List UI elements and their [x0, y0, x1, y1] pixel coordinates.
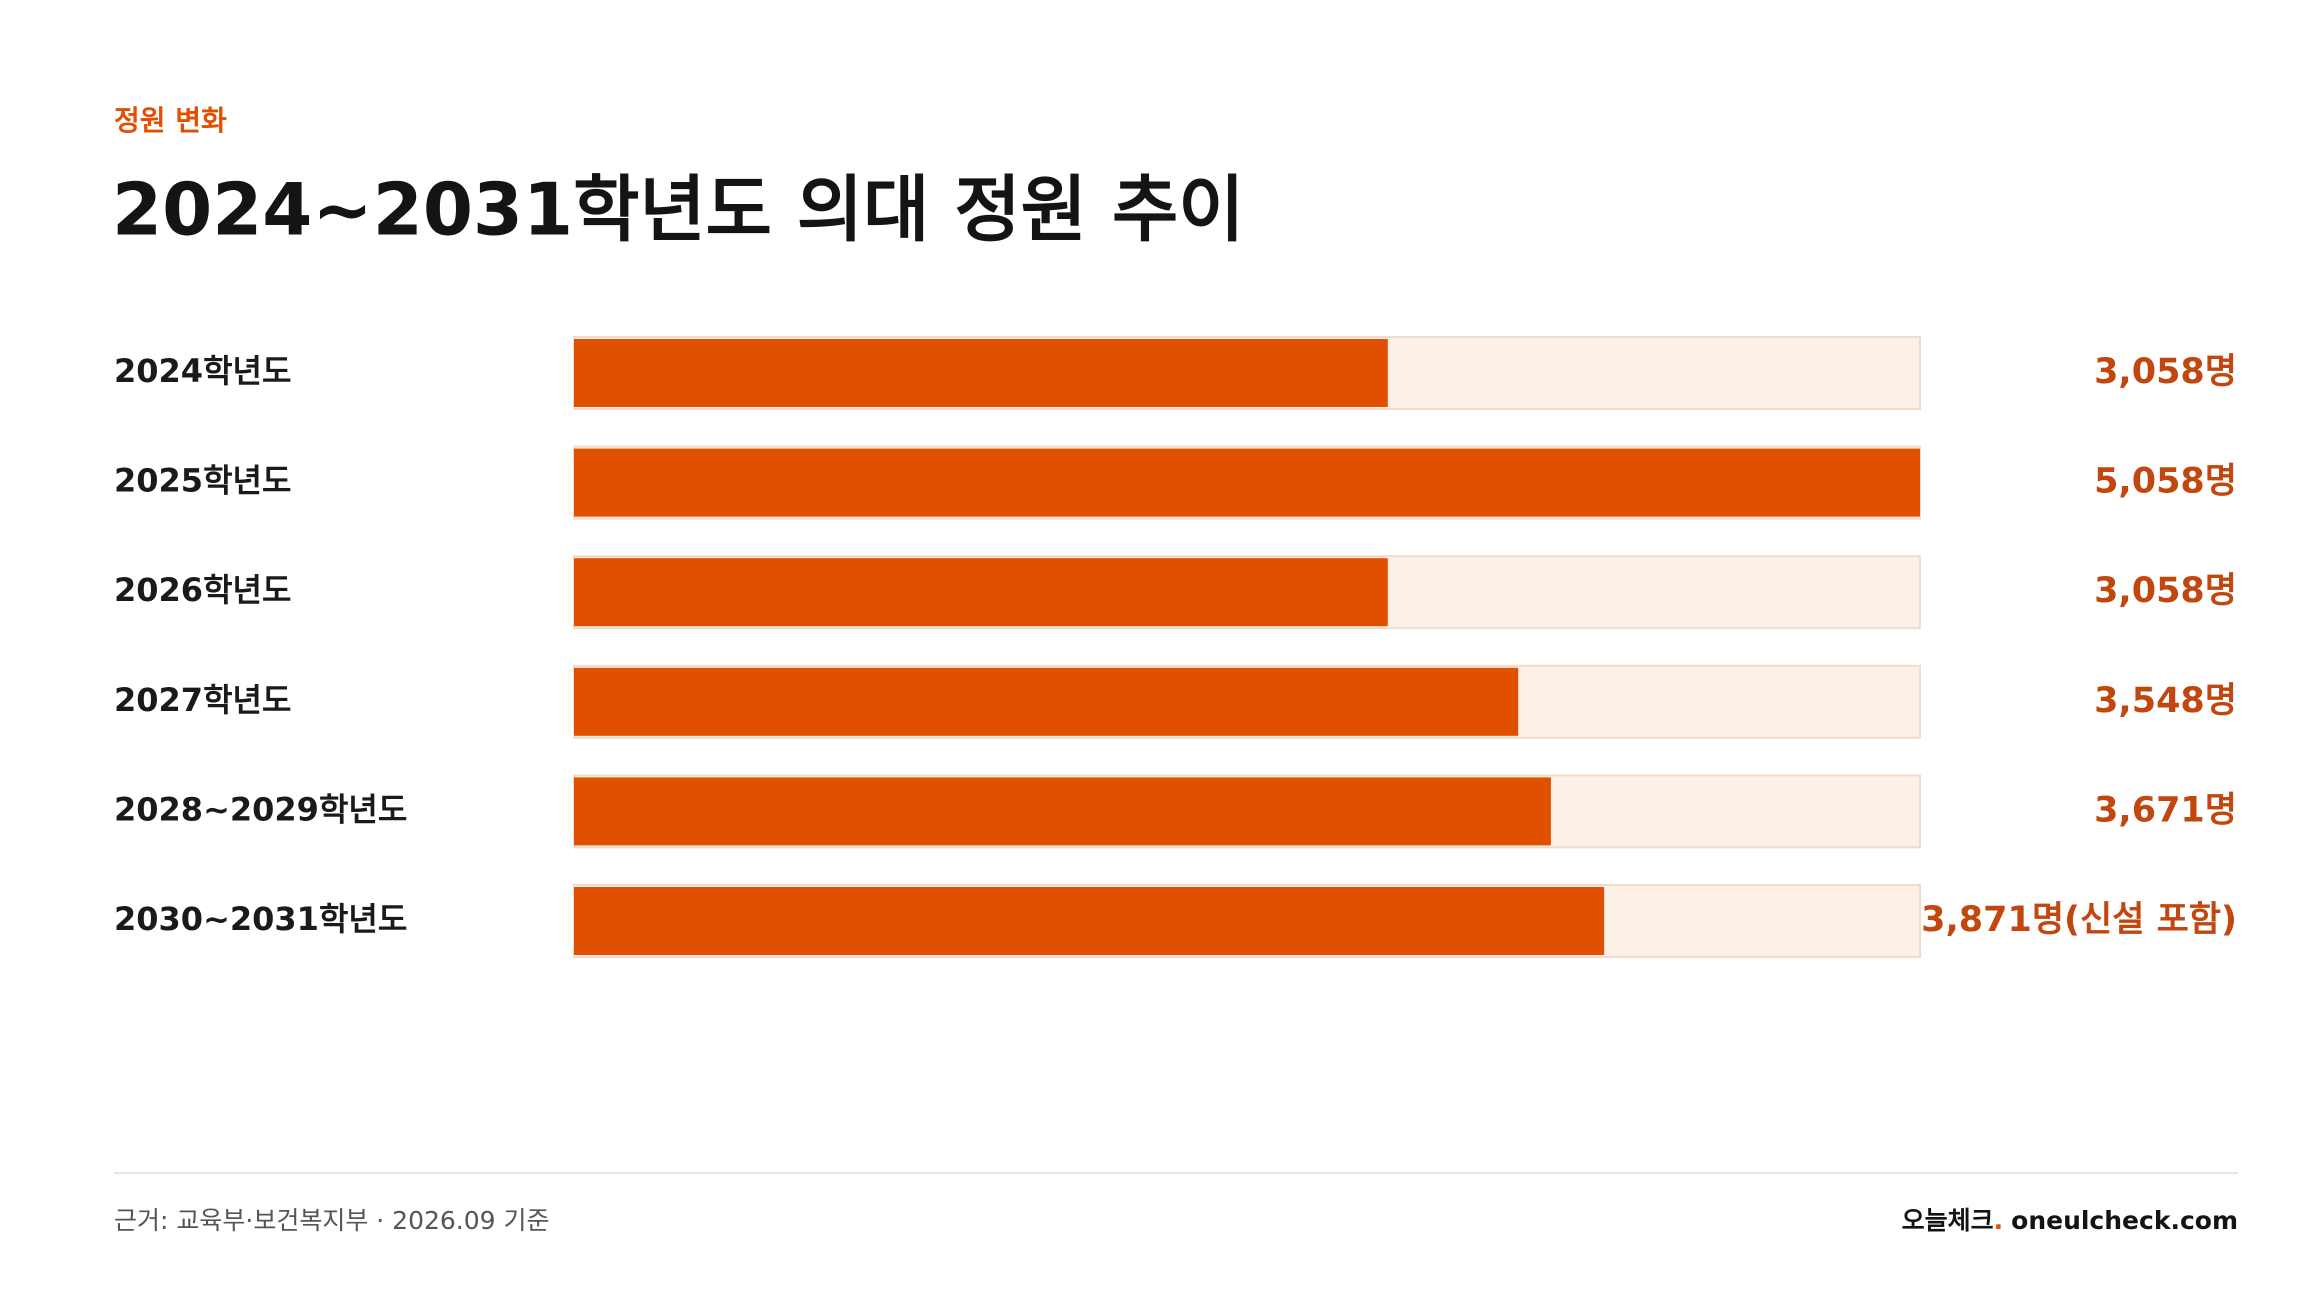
- value-label: 3,058명: [2094, 352, 2237, 392]
- bar: [574, 339, 1388, 407]
- bar: [574, 887, 1605, 955]
- bar: [574, 667, 1519, 736]
- value-label: 3,871명(신설 포함): [1921, 900, 2237, 940]
- source: 근거: 교육부·보건복지부 · 2026.09 기준: [114, 1206, 550, 1235]
- brand-dot: .: [1994, 1206, 2004, 1235]
- value-label: 3,671명: [2094, 790, 2237, 830]
- brand-name: 오늘체크: [1902, 1206, 1994, 1235]
- bar: [574, 448, 1920, 517]
- value-label: 3,548명: [2094, 681, 2237, 721]
- value-label: 3,058명: [2094, 571, 2237, 611]
- bar: [574, 777, 1551, 846]
- category-label: 2028~2029학년도: [114, 790, 407, 828]
- eyebrow: 정원 변화: [114, 104, 227, 137]
- category-label: 2024학년도: [114, 352, 291, 390]
- category-label: 2025학년도: [114, 462, 291, 500]
- chart-title: 2024~2031학년도 의대 정원 추이: [112, 168, 1244, 252]
- brand-url: oneulcheck.com: [2011, 1206, 2238, 1235]
- value-label: 5,058명: [2094, 462, 2237, 502]
- category-label: 2026학년도: [114, 571, 291, 609]
- brand: 오늘체크. oneulcheck.com: [1902, 1206, 2238, 1235]
- category-label: 2027학년도: [114, 681, 291, 719]
- category-label: 2030~2031학년도: [114, 900, 407, 938]
- bar: [574, 558, 1388, 627]
